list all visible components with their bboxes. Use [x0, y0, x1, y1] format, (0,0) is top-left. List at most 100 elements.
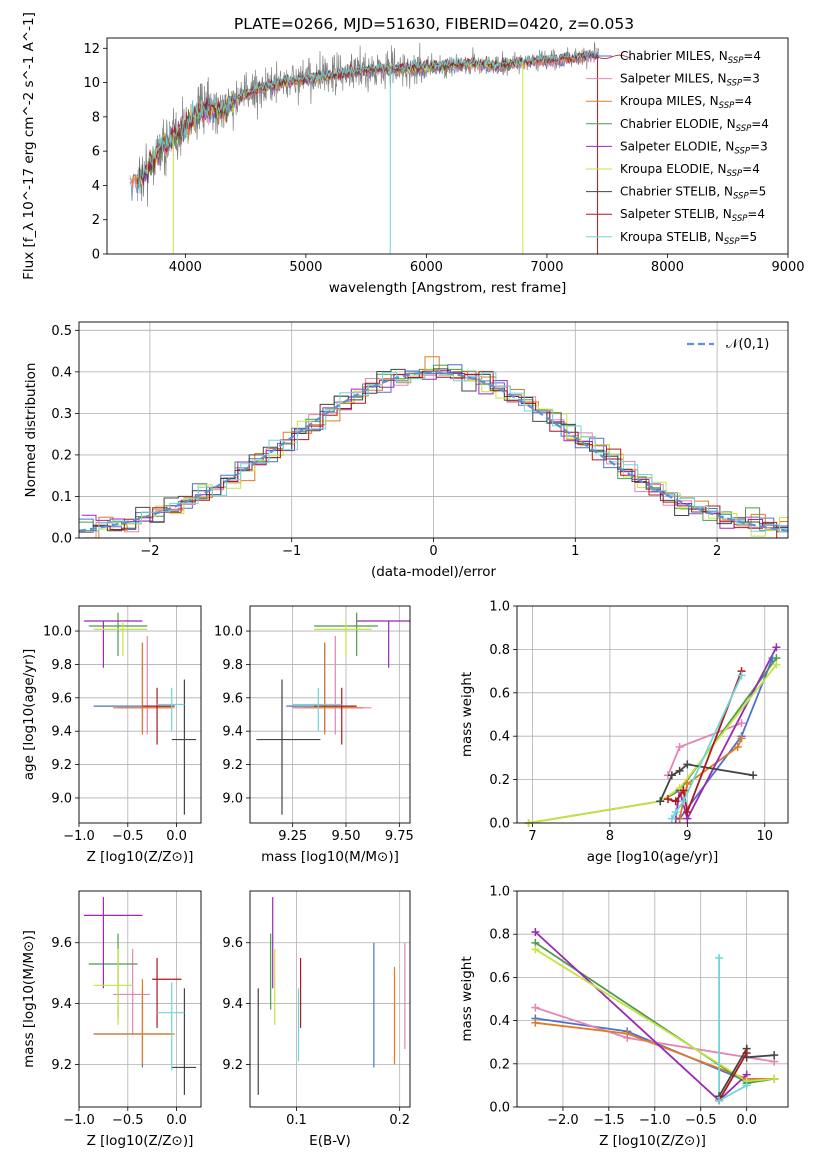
- y-tick-label: 6: [92, 145, 100, 160]
- histogram-salp_stelib: [81, 370, 788, 538]
- x-tick-label: −1.0: [639, 1113, 671, 1128]
- legend-normal-label: 𝒩(0,1): [726, 337, 769, 352]
- y-axis-label: mass weight: [459, 672, 475, 757]
- y-tick-label: 9.8: [51, 658, 72, 673]
- histogram-krou_stelib: [84, 371, 788, 533]
- axes-frame: [516, 605, 789, 824]
- x-axis-label: E(B-V): [309, 1133, 351, 1149]
- y-tick-label: 0.8: [489, 643, 510, 658]
- y-tick-label: 0.4: [489, 730, 510, 745]
- histogram-salp_miles: [81, 372, 788, 538]
- marker-salp_elodie: [531, 928, 540, 937]
- x-tick-label: −2: [140, 544, 159, 559]
- x-axis-label: (data-model)/error: [371, 564, 497, 580]
- marker-krou_stelib: [737, 671, 746, 680]
- y-tick-label: 4: [92, 179, 100, 194]
- marker-krou_miles: [683, 779, 692, 788]
- figure-title: PLATE=0266, MJD=51630, FIBERID=0420, z=0…: [234, 15, 634, 33]
- x-axis-label: Z [log10(Z/Z⊙)]: [599, 1133, 706, 1149]
- plot-area: [256, 612, 410, 815]
- x-tick-label: 9: [683, 829, 691, 844]
- x-axis-label: wavelength [Angstrom, rest frame]: [329, 280, 567, 296]
- axes-frame: [78, 890, 202, 1108]
- histogram-chab_miles: [79, 364, 788, 530]
- panel-mass_vs_ebv: 0.1 0.2 9.2 9.4 9.6 E(B-V): [222, 890, 411, 1149]
- x-tick-label: 0.0: [166, 1113, 187, 1128]
- marker-chab_stelib: [770, 1051, 779, 1060]
- x-tick-label: 8: [606, 829, 614, 844]
- x-tick-label: 10: [756, 829, 773, 844]
- marker-krou_miles: [531, 1018, 540, 1027]
- y-tick-label: 0.1: [51, 490, 72, 505]
- y-tick-label: 9.2: [51, 758, 72, 773]
- y-tick-label: 9.6: [222, 936, 243, 951]
- legend-label-salp_miles: Salpeter MILES, NSSP=3: [620, 72, 760, 89]
- series-krou_elodie: [528, 664, 778, 823]
- marker-salp_miles: [675, 743, 684, 752]
- x-tick-label: 9.50: [332, 829, 361, 844]
- marker-salp_elodie: [772, 643, 781, 652]
- y-axis-label: Normed distribution: [23, 363, 39, 498]
- x-tick-label: 7000: [530, 260, 563, 275]
- axes-frame: [78, 605, 202, 824]
- legend-label-chab_stelib: Chabrier STELIB, NSSP=5: [620, 185, 766, 202]
- legend-top: Chabrier MILES, NSSP=4 Salpeter MILES, NS…: [586, 49, 769, 247]
- y-tick-label: 9.4: [51, 725, 72, 740]
- y-tick-label: 0.2: [51, 448, 72, 463]
- plot-area: [528, 646, 778, 823]
- y-tick-label: 0.2: [489, 1057, 510, 1072]
- y-tick-label: 1.0: [489, 600, 510, 615]
- x-tick-label: −1.5: [593, 1113, 625, 1128]
- y-tick-label: 0.4: [489, 1014, 510, 1029]
- marker-chab_stelib: [749, 771, 758, 780]
- y-tick-label: 9.2: [222, 1058, 243, 1073]
- y-tick-label: 12: [83, 42, 100, 57]
- series-krou_miles: [535, 1021, 775, 1080]
- y-tick-label: 1.0: [489, 885, 510, 900]
- panel-age_vs_mass: 9.25 9.50 9.75 9.0 9.2 9.4 9.6 9.8 10.0 mass [log…: [214, 605, 414, 865]
- y-tick-label: 9.4: [222, 997, 243, 1012]
- series-salp_stelib: [718, 1052, 748, 1101]
- x-tick-label: −2.0: [547, 1113, 579, 1128]
- x-tick-label: 0.0: [736, 1113, 757, 1128]
- marker-salp_stelib: [663, 795, 672, 804]
- x-tick-label: 9.25: [278, 829, 307, 844]
- marker-krou_miles: [623, 1029, 632, 1038]
- marker-chab_stelib: [667, 771, 676, 780]
- marker-krou_stelib: [667, 814, 676, 823]
- x-axis-label: Z [log10(Z/Z⊙)]: [87, 849, 194, 865]
- marker-krou_elodie: [770, 1074, 779, 1083]
- y-axis-label: Flux [f_λ 10^-17 erg cm^-2 s^-1 A^-1]: [21, 12, 37, 280]
- x-tick-label: 7: [528, 829, 536, 844]
- legend-label-krou_elodie: Kroupa ELODIE, NSSP=4: [620, 162, 760, 179]
- y-tick-label: 0.6: [489, 686, 510, 701]
- x-tick-label: 6000: [410, 260, 443, 275]
- axes-frame: [516, 890, 789, 1108]
- marker-krou_miles: [733, 743, 742, 752]
- x-tick-label: 0: [429, 544, 437, 559]
- y-axis-label: mass [log10(M/M⊙)]: [21, 930, 37, 1068]
- marker-salp_miles: [737, 719, 746, 728]
- y-tick-label: 9.2: [51, 1058, 72, 1073]
- plot-area: [129, 42, 631, 254]
- model-krou_stelib: [136, 49, 599, 194]
- x-tick-label: 5000: [289, 260, 322, 275]
- marker-krou_miles: [737, 734, 746, 743]
- y-tick-label: 9.4: [51, 997, 72, 1012]
- y-tick-label: 0.0: [489, 817, 510, 832]
- marker-chab_stelib: [683, 760, 692, 769]
- y-tick-label: 9.6: [222, 691, 243, 706]
- marker-krou_elodie: [531, 945, 540, 954]
- y-axis-label: mass weight: [459, 956, 475, 1041]
- y-tick-label: 0.8: [489, 928, 510, 943]
- panel-residuals: −2 −1 0 1 2 0.0 0.1 0.2 0.3 0.4 0.5 (data-model)/er…: [23, 321, 789, 580]
- y-tick-label: 0: [92, 248, 100, 263]
- legend-label-chab_miles: Chabrier MILES, NSSP=4: [620, 49, 761, 66]
- x-tick-label: 0.1: [286, 1113, 307, 1128]
- y-axis-label: age [log10(age/yr)]: [21, 649, 37, 781]
- x-tick-label: 0.2: [389, 1113, 410, 1128]
- histogram-salp_elodie: [81, 370, 788, 533]
- marker-krou_stelib: [715, 1096, 724, 1105]
- legend-label-salp_stelib: Salpeter STELIB, NSSP=4: [620, 207, 765, 224]
